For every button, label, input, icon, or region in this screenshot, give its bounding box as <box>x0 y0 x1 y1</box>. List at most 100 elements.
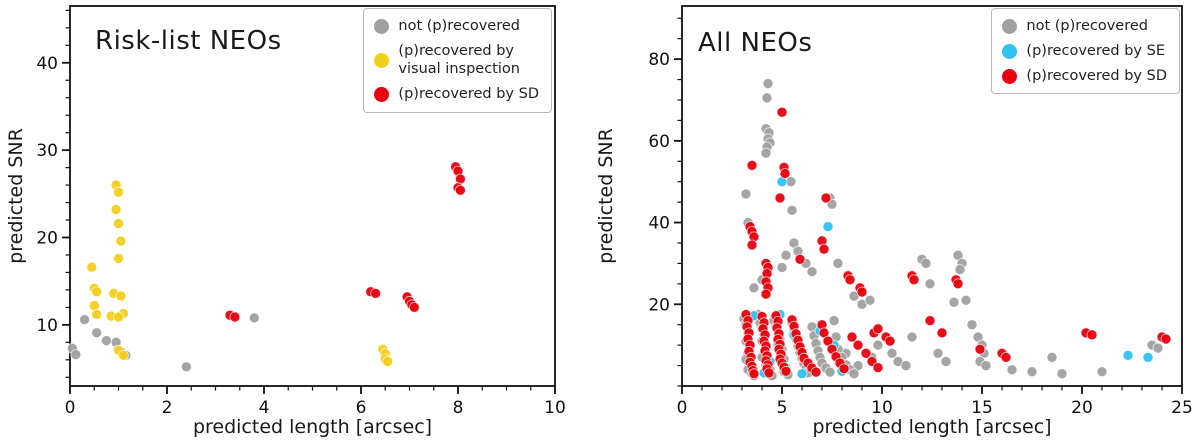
data-point <box>846 331 858 343</box>
data-point <box>746 159 758 171</box>
data-point <box>91 327 103 339</box>
plot-title: Risk-list NEOs <box>95 26 282 56</box>
data-point <box>828 315 840 327</box>
y-tick-label: 80 <box>648 50 670 70</box>
data-point <box>113 218 124 229</box>
legend-entry: (p)recovered by SD <box>1002 67 1167 85</box>
data-point <box>832 257 844 269</box>
x-tick-label: 2 <box>162 398 173 418</box>
data-point <box>113 186 124 198</box>
data-point <box>948 296 960 308</box>
data-point <box>370 287 382 299</box>
data-point <box>110 204 122 215</box>
data-point <box>113 253 124 264</box>
legend-marker-circle-icon <box>374 52 390 68</box>
x-tick-label: 10 <box>871 398 893 418</box>
x-tick-label: 15 <box>971 398 993 418</box>
data-point <box>779 168 791 179</box>
scatter-plot: 0 2 4 6 8 10 10 20 30 40 <box>36 5 566 418</box>
data-point <box>248 312 260 324</box>
data-point <box>115 235 127 247</box>
x-tick-label: 25 <box>1171 398 1193 418</box>
legend: not (p)recovered (p)recovered by visual i… <box>363 8 552 113</box>
data-point <box>940 356 952 367</box>
data-point <box>88 300 100 312</box>
chart-risk-list-neos: Risk-list NEOs predicted SNR 0 2 4 6 8 10 10 20… <box>0 0 590 444</box>
data-point <box>864 294 876 306</box>
y-tick-label: 10 <box>36 316 58 336</box>
data-point <box>824 366 836 378</box>
data-point <box>1026 366 1038 378</box>
data-point <box>746 239 758 251</box>
legend-marker-circle-icon <box>1002 43 1018 59</box>
data-point <box>852 339 864 351</box>
data-point <box>872 362 884 374</box>
legend-label: (p)recovered by visual inspection <box>398 43 520 78</box>
x-tick-label: 8 <box>453 398 464 418</box>
series-not-p-recovered <box>738 78 1164 382</box>
data-point <box>806 266 818 278</box>
data-point <box>91 286 103 298</box>
legend-entry: not (p)recovered <box>1002 17 1167 35</box>
data-point <box>848 368 860 380</box>
legend-entry: not (p)recovered <box>374 17 539 35</box>
legend-marker-circle-icon <box>1002 18 1018 34</box>
data-point <box>118 349 129 361</box>
data-point <box>872 323 884 335</box>
data-point <box>776 106 788 118</box>
legend-entry: (p)recovered by SD <box>374 85 539 103</box>
data-point <box>886 347 898 359</box>
data-point <box>838 363 850 375</box>
data-point <box>748 282 760 294</box>
data-point <box>818 243 830 255</box>
data-point <box>761 92 773 104</box>
scatter-plot: 0 5 10 15 20 25 20 40 60 80 <box>648 5 1193 418</box>
data-point <box>796 368 808 380</box>
x-tick-label: 10 <box>544 398 566 418</box>
data-point <box>1142 351 1154 363</box>
data-point <box>79 314 90 326</box>
y-tick-label: 20 <box>36 228 58 248</box>
x-tick-label: 0 <box>677 398 688 418</box>
data-point <box>980 360 992 372</box>
data-point <box>774 192 786 204</box>
data-point <box>974 343 986 355</box>
data-point <box>936 327 948 339</box>
data-point <box>786 204 798 216</box>
data-point <box>1046 351 1058 363</box>
data-point <box>748 368 760 380</box>
data-point <box>908 274 920 286</box>
data-point <box>1086 329 1098 341</box>
legend-marker-circle-icon <box>374 18 390 34</box>
data-point <box>932 347 944 359</box>
data-point <box>762 78 774 89</box>
data-point <box>740 188 752 200</box>
x-tick-label: 5 <box>777 398 788 418</box>
data-point <box>954 264 966 275</box>
legend-entry: (p)recovered by visual inspection <box>374 42 539 78</box>
series--p-recovered-by-sd <box>740 106 1172 380</box>
data-point <box>229 311 241 323</box>
data-point <box>794 253 806 265</box>
legend-label: (p)recovered by SD <box>1026 68 1167 85</box>
y-tick-label: 60 <box>648 132 670 152</box>
data-point <box>966 319 978 331</box>
data-point <box>408 301 420 313</box>
data-point <box>960 294 972 306</box>
data-point <box>924 315 936 327</box>
data-point <box>860 347 872 359</box>
data-point <box>822 221 834 233</box>
data-point <box>1122 349 1134 361</box>
x-tick-label: 6 <box>356 398 367 418</box>
data-point <box>115 290 127 302</box>
data-point <box>86 261 98 273</box>
data-point <box>856 286 868 298</box>
series-not-p-recovered <box>67 312 260 373</box>
data-point <box>1152 342 1164 354</box>
x-tick-label: 4 <box>259 398 270 418</box>
data-point <box>1160 333 1172 345</box>
plot-title: All NEOs <box>698 28 813 58</box>
legend-label: not (p)recovered <box>1026 18 1148 34</box>
legend-marker-circle-icon <box>374 86 390 102</box>
